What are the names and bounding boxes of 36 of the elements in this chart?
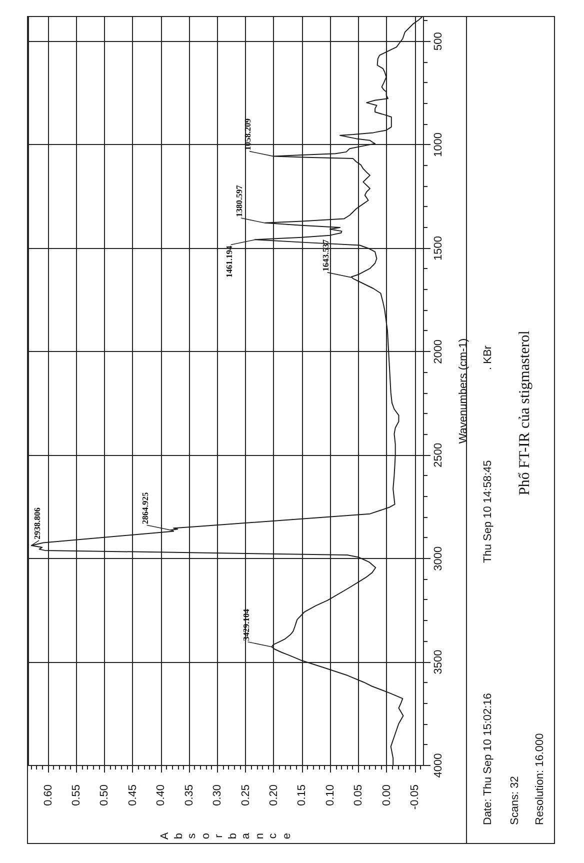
y-tick-label: 1500 bbox=[432, 236, 444, 260]
annotation: 1380.597 bbox=[234, 184, 244, 218]
text: Resolution: 16.000 bbox=[533, 733, 547, 825]
text: Date: Thu Sep 10 15:02:16 bbox=[481, 693, 495, 825]
annotation: 3429.104 bbox=[240, 608, 251, 641]
y-tick-label: 3500 bbox=[432, 650, 444, 674]
x-tick-label: 0.05 bbox=[352, 784, 365, 806]
x-tick-label: 0.15 bbox=[296, 784, 308, 806]
y-axis-title: Wavenumbers (cm-1) bbox=[458, 338, 470, 444]
x-tick-label: 0.40 bbox=[155, 784, 168, 806]
annotation: 2864.925 bbox=[140, 492, 150, 524]
x-tick-label: 0.10 bbox=[324, 784, 336, 806]
x-tick-label: 0.50 bbox=[98, 784, 111, 806]
text: Absorbance bbox=[158, 832, 292, 840]
y-tick-label: 2000 bbox=[432, 339, 444, 364]
text: Scans: 32 bbox=[508, 776, 522, 825]
y-tick-label: 4000 bbox=[432, 753, 444, 778]
x-tick-label: 0.45 bbox=[126, 784, 139, 806]
text: Thu Sep 10 14:58:45 bbox=[481, 460, 495, 563]
annotation: 1461.194 bbox=[224, 244, 234, 278]
y-tick-label: 500 bbox=[432, 32, 444, 51]
x-tick-label: -0.05 bbox=[409, 784, 422, 810]
x-tick-label: 0.60 bbox=[42, 784, 54, 806]
annotation: 1643.537 bbox=[320, 238, 330, 272]
text: . KBr bbox=[481, 346, 495, 370]
y-tick-label: 1000 bbox=[432, 132, 444, 158]
annotation: 2938.806 bbox=[32, 508, 42, 540]
x-tick-label: 0.00 bbox=[380, 784, 393, 806]
x-tick-label: 0.35 bbox=[183, 784, 196, 806]
y-tick-label: 2500 bbox=[432, 442, 444, 468]
y-tick-label: 3000 bbox=[432, 546, 444, 571]
text: Phổ FT-IR của stigmasterol bbox=[516, 330, 534, 496]
x-tick-label: 0.20 bbox=[268, 784, 280, 806]
x-tick-label: 0.30 bbox=[212, 784, 224, 806]
x-tick-label: 0.55 bbox=[70, 784, 82, 806]
x-tick-label: 0.25 bbox=[240, 784, 252, 806]
